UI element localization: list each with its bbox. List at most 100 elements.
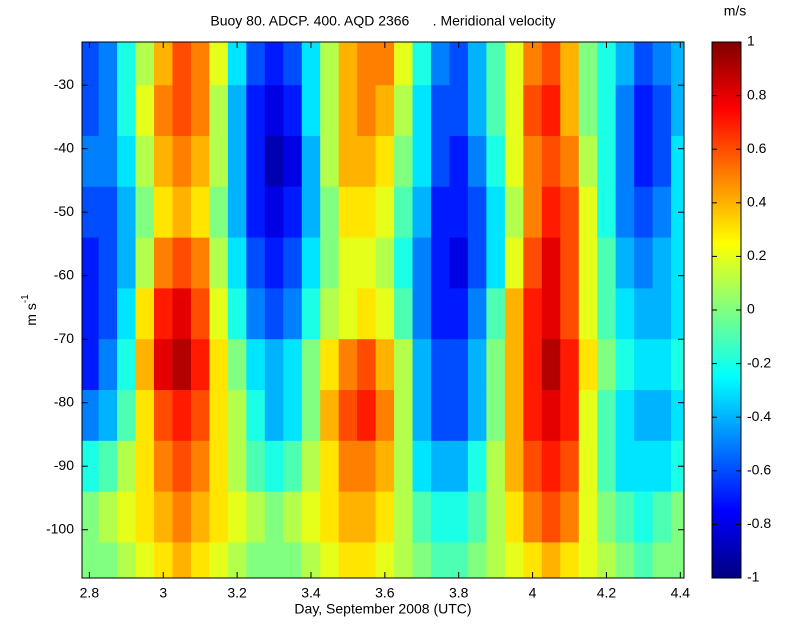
heatmap-cell (394, 440, 414, 493)
heatmap-cell (541, 542, 561, 578)
heatmap-cell (394, 390, 414, 442)
heatmap-cell (172, 237, 192, 289)
heatmap-cell (357, 440, 377, 493)
heatmap-cell (82, 288, 100, 340)
heatmap-cell (190, 42, 210, 86)
heatmap-cell (560, 339, 580, 391)
heatmap-cell (246, 390, 266, 442)
heatmap-cell (634, 186, 654, 239)
heatmap-cell (98, 186, 118, 239)
heatmap-cell (541, 42, 561, 86)
heatmap-cell (467, 288, 487, 340)
heatmap-cell (82, 135, 100, 188)
heatmap-cell (246, 288, 266, 340)
heatmap-cell (301, 288, 321, 340)
heatmap-cell (375, 85, 395, 137)
heatmap-cell (375, 288, 395, 340)
y-axis-label-main: m s (23, 303, 39, 326)
heatmap (82, 42, 684, 578)
heatmap-cell (117, 542, 137, 578)
heatmap-cell (98, 542, 118, 578)
heatmap-cell (504, 542, 524, 578)
x-tick-label: 3.6 (375, 585, 395, 601)
heatmap-cell (246, 491, 266, 543)
heatmap-cell (98, 440, 118, 493)
heatmap-cell (246, 135, 266, 188)
heatmap-cell (246, 186, 266, 239)
heatmap-cell (578, 542, 598, 578)
heatmap-cell (615, 542, 635, 578)
heatmap-cell (117, 339, 137, 391)
heatmap-cell (357, 288, 377, 340)
heatmap-cell (541, 288, 561, 340)
colorbar-tick-label: -0.8 (747, 515, 771, 531)
heatmap-cell (246, 440, 266, 493)
heatmap-cell (264, 491, 284, 543)
heatmap-cell (209, 440, 229, 493)
heatmap-cell (154, 237, 173, 289)
heatmap-cell (375, 339, 395, 391)
colorbar-tick-label: -1 (747, 569, 760, 585)
heatmap-cell (486, 135, 506, 188)
heatmap-cell (431, 491, 450, 543)
heatmap-cell (227, 390, 247, 442)
x-tick-label: 3 (159, 585, 167, 601)
plot-frame (81, 41, 685, 579)
heatmap-cell (394, 542, 414, 578)
heatmap-cell (135, 491, 155, 543)
heatmap-cell (523, 542, 543, 578)
heatmap-cell (190, 491, 210, 543)
heatmap-cell (320, 135, 340, 188)
heatmap-cell (375, 390, 395, 442)
heatmap-cell (578, 85, 598, 137)
heatmap-cell (412, 390, 432, 442)
heatmap-cell (209, 542, 229, 578)
heatmap-cell (467, 42, 487, 86)
heatmap-cell (634, 237, 654, 289)
heatmap-cell (135, 542, 155, 578)
x-tick-label: 2.8 (80, 585, 100, 601)
heatmap-cell (652, 186, 672, 239)
heatmap-cell (154, 288, 173, 340)
heatmap-cell (597, 42, 617, 86)
heatmap-cell (449, 186, 469, 239)
heatmap-cell (578, 440, 598, 493)
heatmap-cell (634, 42, 654, 86)
heatmap-cell (615, 390, 635, 442)
colorbar-label: m/s (724, 3, 747, 19)
y-tick-label: -50 (54, 203, 74, 219)
heatmap-cell (227, 491, 247, 543)
heatmap-cell (117, 186, 137, 239)
heatmap-cell (671, 440, 684, 493)
heatmap-cell (504, 237, 524, 289)
heatmap-cell (467, 339, 487, 391)
heatmap-cell (190, 186, 210, 239)
colorbar-tick-label: 0 (747, 301, 755, 317)
heatmap-cell (375, 542, 395, 578)
heatmap-cell (504, 85, 524, 137)
heatmap-cell (467, 135, 487, 188)
heatmap-cell (209, 339, 229, 391)
heatmap-cell (357, 542, 377, 578)
heatmap-cell (98, 491, 118, 543)
heatmap-cell (671, 491, 684, 543)
heatmap-cell (671, 85, 684, 137)
heatmap-cell (209, 42, 229, 86)
heatmap-cell (209, 491, 229, 543)
heatmap-cell (154, 135, 173, 188)
heatmap-cell (320, 542, 340, 578)
heatmap-cell (412, 491, 432, 543)
heatmap-cell (375, 42, 395, 86)
heatmap-cell (412, 542, 432, 578)
heatmap-cell (227, 440, 247, 493)
heatmap-cell (264, 339, 284, 391)
heatmap-cell (578, 390, 598, 442)
x-tick-label: 3.4 (301, 585, 321, 601)
heatmap-cell (98, 339, 118, 391)
heatmap-cell (504, 339, 524, 391)
heatmap-cell (486, 390, 506, 442)
heatmap-cell (523, 237, 543, 289)
heatmap-cell (375, 440, 395, 493)
heatmap-cell (117, 440, 137, 493)
